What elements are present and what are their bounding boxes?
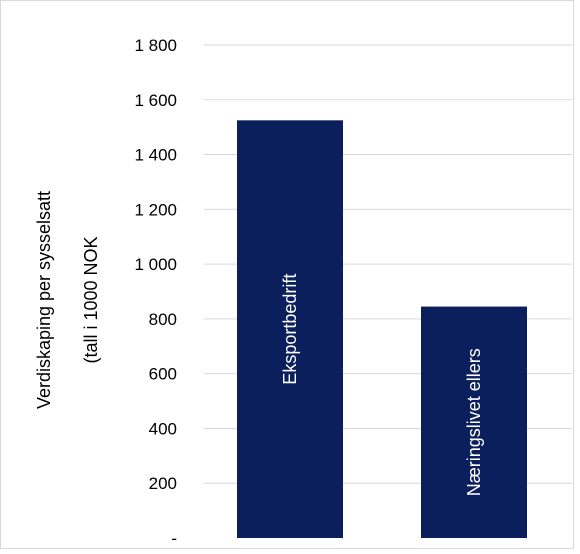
y-tick-label: 1 200 <box>134 200 177 219</box>
y-axis-title-line-1: Verdiskaping per sysselsatt <box>34 191 54 409</box>
y-tick-label: - <box>171 529 177 548</box>
bars <box>237 120 527 538</box>
y-tick-label: 1 400 <box>134 146 177 165</box>
bar-category-label: Næringslivet ellers <box>464 348 484 496</box>
y-tick-label: 1 800 <box>134 36 177 55</box>
bar-category-label: Eksportbedrift <box>280 274 300 385</box>
bar <box>421 306 527 538</box>
bar-labels: Eksportbedrift Næringslivet ellers <box>280 274 484 497</box>
bar <box>237 120 343 538</box>
y-axis-title-line-2: (tall i 1000 NOK <box>81 236 101 363</box>
y-tick-label: 1 600 <box>134 91 177 110</box>
y-axis-ticks: - 200 400 600 800 1 000 1 200 1 400 1 600 1 800 <box>134 36 177 548</box>
y-tick-label: 600 <box>149 365 177 384</box>
y-tick-label: 200 <box>149 474 177 493</box>
y-tick-label: 400 <box>149 419 177 438</box>
y-tick-label: 1 000 <box>134 255 177 274</box>
y-tick-label: 800 <box>149 310 177 329</box>
